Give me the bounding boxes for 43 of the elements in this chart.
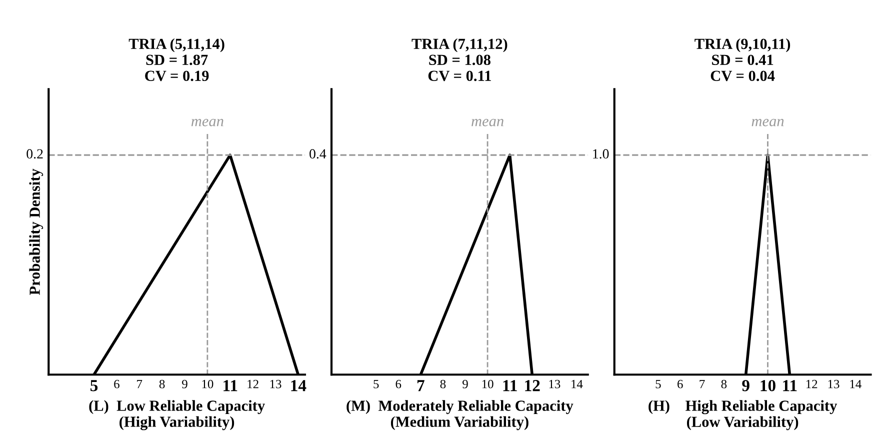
ref-line-label: mean: [472, 118, 504, 126]
x-axis-title: (M) Moderately Reliable Capacity (Medium Variability): [346, 400, 574, 430]
x-axis-title: (H) High Reliable Capacity (Low Variability): [648, 400, 838, 430]
x-tick-label: 5: [90, 380, 98, 392]
x-tick-label: 10: [760, 380, 776, 392]
x-tick-label: 12: [248, 380, 258, 388]
chart-title: TRIA (5,11,14) SD = 1.87 CV = 0.19: [128, 38, 224, 82]
chart-title: TRIA (9,10,11) SD = 0.41 CV = 0.04: [694, 38, 790, 82]
x-tick-label: 11: [224, 380, 238, 392]
x-tick-label: 13: [549, 380, 560, 388]
text: 0.4: [310, 149, 326, 159]
x-tick-label: 13: [270, 380, 282, 388]
chart-title: TRIA (7,11,12) SD = 1.08 CV = 0.11: [412, 38, 508, 82]
x-tick-label: 7: [700, 380, 705, 388]
x-tick-label: 5: [374, 380, 379, 388]
x-tick-label: 13: [828, 380, 840, 388]
ref-line-label: mean: [752, 118, 784, 126]
x-tick-label: 12: [525, 380, 540, 392]
x-tick-label: 9: [742, 380, 750, 392]
text: 0.2: [26, 149, 43, 159]
x-tick-label: 14: [850, 380, 862, 388]
x-tick-label: 12: [806, 380, 818, 388]
x-tick-label: 14: [572, 380, 583, 388]
x-tick-label: 8: [159, 380, 165, 388]
x-tick-label: 9: [182, 380, 188, 388]
x-tick-label: 8: [721, 380, 727, 388]
x-axis-title: (L) Low Reliable Capacity (High Variability): [89, 400, 265, 430]
x-tick-label: 8: [440, 380, 446, 388]
x-tick-label: 7: [137, 380, 142, 388]
ref-line-label: mean: [191, 118, 224, 126]
x-tick-label: 11: [783, 380, 797, 392]
x-tick-label: 6: [114, 380, 120, 388]
x-tick-label: 11: [503, 380, 517, 392]
x-tick-label: 6: [396, 380, 402, 388]
x-tick-label: 9: [462, 380, 468, 388]
x-tick-label: 6: [678, 380, 683, 388]
y-axis-title: Probability Density: [29, 168, 44, 295]
x-tick-label: 10: [202, 380, 214, 388]
x-tick-label: 7: [417, 380, 424, 392]
text: 1.0: [593, 149, 609, 159]
x-tick-label: 5: [656, 380, 661, 388]
x-tick-label: 10: [482, 380, 494, 388]
x-tick-label: 14: [291, 380, 306, 392]
